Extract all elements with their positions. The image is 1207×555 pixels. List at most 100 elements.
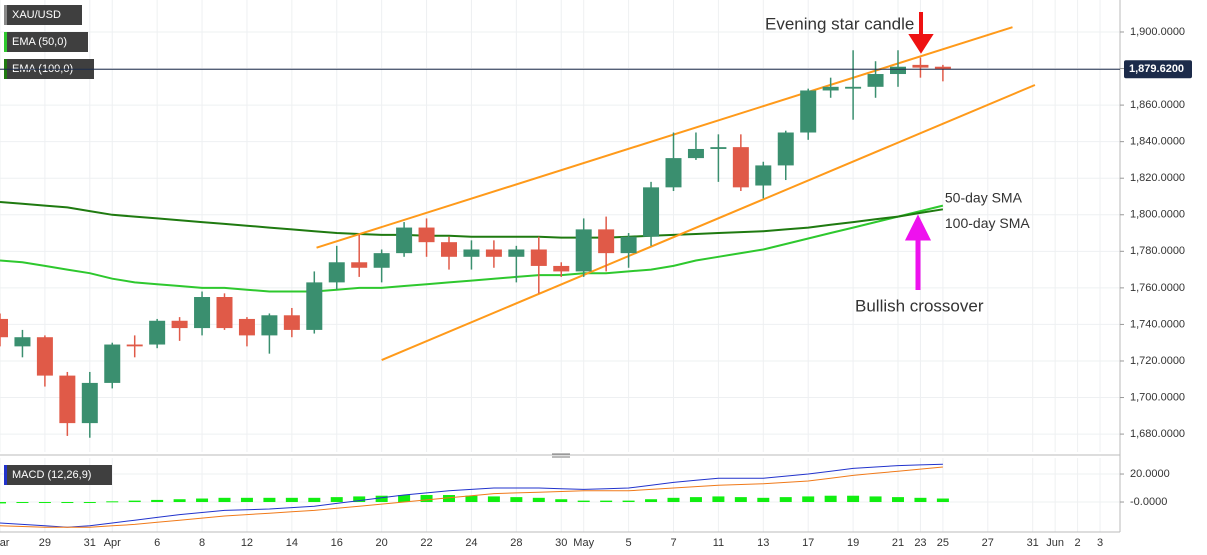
x-tick-label: 5 (626, 537, 632, 549)
candle-body (396, 227, 413, 254)
macd-histogram-bar (487, 496, 500, 503)
candle-body (485, 249, 502, 257)
x-tick-label: 17 (802, 537, 814, 549)
candle-body (81, 382, 98, 424)
sma-line (0, 201, 944, 239)
y-tick-label: 20.0000 (1130, 468, 1170, 480)
legend-box[interactable] (4, 5, 82, 25)
x-tick-label: Jun (1046, 537, 1064, 549)
macd-histogram-bar (892, 497, 904, 503)
x-tick-label: May (573, 537, 594, 549)
candle-body (553, 265, 570, 272)
macd-histogram-bar (128, 500, 141, 503)
macd-histogram-bar (38, 502, 51, 504)
x-tick-label: Apr (104, 537, 121, 549)
candle-body (171, 320, 188, 329)
plot (0, 26, 1036, 528)
macd-histogram-bar (196, 498, 209, 503)
macd-label: MACD (12,26,9) (12, 469, 91, 481)
annotation: Evening star candle (765, 14, 914, 33)
candle-body (867, 74, 884, 87)
x-tick-label: 30 (555, 537, 567, 549)
candle-body (620, 236, 637, 254)
macd-line (0, 463, 943, 528)
candle-body (261, 315, 278, 336)
y-tick-label: 1,760.0000 (1130, 282, 1185, 294)
candle-body (238, 318, 255, 336)
x-tick-label: 12 (241, 537, 253, 549)
macd-histogram-bar (914, 497, 927, 503)
macd-histogram-bar (555, 499, 568, 503)
x-tick-label: 20 (376, 537, 388, 549)
annotation-arrow (904, 214, 932, 290)
y-tick-label: 1,720.0000 (1130, 355, 1185, 367)
macd-histogram-bar (353, 496, 366, 503)
macd-histogram-bar (308, 497, 321, 503)
x-tick-label: 8 (199, 537, 205, 549)
x-tick-label: 29 (39, 537, 51, 549)
macd-histogram-bar (577, 500, 590, 503)
macd-histogram-bar (375, 495, 388, 503)
macd-histogram-bar (420, 495, 433, 503)
y-tick-label: 1,840.0000 (1130, 136, 1185, 148)
legend-swatch (4, 5, 7, 25)
candle-body (530, 249, 547, 266)
x-tick-label: 22 (420, 537, 432, 549)
macd-histogram-bar (936, 498, 949, 503)
x-tick-label: 31 (1027, 537, 1039, 549)
candle-body (59, 375, 76, 424)
macd-histogram-bar (443, 495, 455, 503)
macd-histogram-bar (689, 497, 702, 503)
candle-body (643, 187, 660, 237)
macd-histogram-bar (106, 501, 119, 503)
candle-body (283, 315, 300, 330)
trendline (316, 26, 1013, 249)
legend-box[interactable] (4, 465, 112, 485)
x-tick-label: 16 (331, 537, 343, 549)
x-tick-label: 3 (1097, 537, 1103, 549)
candle-body (194, 297, 211, 329)
legend-box[interactable] (4, 32, 88, 52)
y-tick-label: 1,820.0000 (1130, 172, 1185, 184)
macd-histogram-bar (869, 496, 882, 503)
y-tick-label: 1,680.0000 (1130, 428, 1185, 440)
last-price-tag (1124, 60, 1192, 79)
x-tick-label: 6 (154, 537, 160, 549)
candle-body (463, 249, 480, 257)
macd-histogram-bar (218, 497, 231, 503)
macd-histogram-bar (600, 500, 613, 503)
candle-body (890, 66, 906, 75)
macd-histogram-bar (151, 499, 164, 503)
candle-body (149, 320, 166, 345)
candle-body (441, 242, 457, 257)
x-tick-label: 31 (84, 537, 96, 549)
y-tick-label: -0.0000 (1130, 496, 1167, 508)
candle-body (373, 253, 390, 268)
x-tick-label: 2 (1075, 537, 1081, 549)
x-tick-label: 25 (937, 537, 949, 549)
candle-body (800, 90, 817, 133)
candle-body (755, 165, 772, 186)
macd-histogram-bar (83, 502, 96, 504)
y-tick-label: 1,740.0000 (1130, 318, 1185, 330)
macd-histogram-bar (465, 495, 478, 503)
macd-histogram-bar (263, 497, 276, 503)
macd-histogram-bar (779, 497, 792, 503)
candle-body (36, 337, 53, 376)
macd-histogram-bar (61, 502, 74, 504)
candle-body (328, 262, 345, 283)
macd-histogram-bar (847, 495, 860, 503)
candle-body (216, 297, 233, 329)
candle-body (777, 132, 794, 166)
sma-line (0, 204, 944, 293)
x-tick-label: 7 (670, 537, 676, 549)
macd-histogram-bar (285, 497, 298, 503)
candle-body (126, 344, 143, 347)
y-tick-label: 1,860.0000 (1130, 99, 1185, 111)
candle-body (306, 282, 323, 330)
y-tick-label: 1,780.0000 (1130, 245, 1185, 257)
series-label: 50-day SMA (945, 189, 1023, 205)
x-tick-label: 19 (847, 537, 859, 549)
